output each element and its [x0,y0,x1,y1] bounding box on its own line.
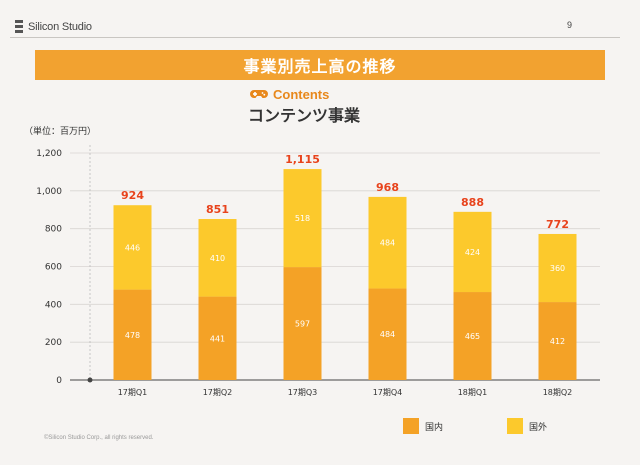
bar-value-label: 441 [210,334,225,343]
logo-text: Silicon Studio [28,21,92,33]
bar-domestic [453,292,492,380]
bar-value-label: 360 [550,264,565,273]
bar-value-label: 478 [125,331,140,340]
slide-title: 事業別売上高の推移 [243,57,397,76]
x-tick-label: 18期Q1 [458,388,488,397]
gamepad-icon [250,90,268,98]
bar-overseas [198,219,237,297]
contents-heading: Contents [250,86,329,102]
legend-swatch-overseas [507,418,523,434]
bar-value-label: 484 [380,330,395,339]
bar-total-label: 772 [546,218,569,231]
segment-title: コンテンツ事業 [248,106,361,125]
bar-overseas [368,196,407,289]
legend-label-overseas: 国外 [529,422,548,433]
company-logo: Silicon Studio [14,18,92,36]
x-tick-label: 18期Q2 [543,388,573,397]
logo-mark-icon [14,20,24,34]
bar-total-label: 1,115 [285,153,320,166]
y-tick-label: 0 [56,376,62,386]
axis-origin-dot [87,377,93,383]
y-tick-label: 400 [45,300,62,310]
legend-item-domestic: 国内 [403,418,443,434]
y-tick-label: 600 [45,263,62,273]
bar-total-label: 924 [121,189,144,202]
page-number: 9 [567,20,573,30]
bar-domestic [368,288,407,380]
legend-swatch-domestic [403,418,419,434]
unit-label: （単位：百万円） [24,127,97,137]
y-tick-label: 200 [45,338,62,348]
y-tick-label: 800 [45,225,62,235]
x-tick-label: 17期Q3 [288,388,318,397]
bar-value-label: 424 [465,248,480,257]
bar-value-label: 484 [380,239,395,248]
bar-domestic [538,302,577,380]
bar-value-label: 597 [295,320,310,329]
bar-domestic [198,296,237,380]
x-tick-label: 17期Q2 [203,388,233,397]
slide-title-band: 事業別売上高の推移 [35,50,605,80]
bar-overseas [283,169,322,268]
x-tick-label: 17期Q4 [373,388,403,397]
bar-total-label: 888 [461,196,484,209]
bar-value-label: 410 [210,254,225,263]
bar-total-label: 851 [206,203,229,216]
bar-value-label: 465 [465,332,480,341]
x-tick-label: 17期Q1 [118,388,148,397]
contents-label: Contents [273,86,330,102]
bar-overseas [453,211,492,293]
header-divider [10,37,620,38]
y-tick-label: 1,200 [36,149,62,159]
legend-label-domestic: 国内 [425,422,444,433]
copyright-text: ©Silicon Studio Corp., all rights reserv… [44,435,154,441]
bar-total-label: 968 [376,181,399,194]
bar-overseas [113,205,152,290]
y-tick-label: 1,000 [36,187,62,197]
bar-domestic [113,289,152,380]
bar-value-label: 518 [295,214,310,223]
bar-domestic [283,267,322,380]
legend-item-overseas: 国外 [507,418,547,434]
bar-value-label: 412 [550,337,565,346]
bar-overseas [538,233,577,303]
bar-value-label: 446 [125,243,140,252]
